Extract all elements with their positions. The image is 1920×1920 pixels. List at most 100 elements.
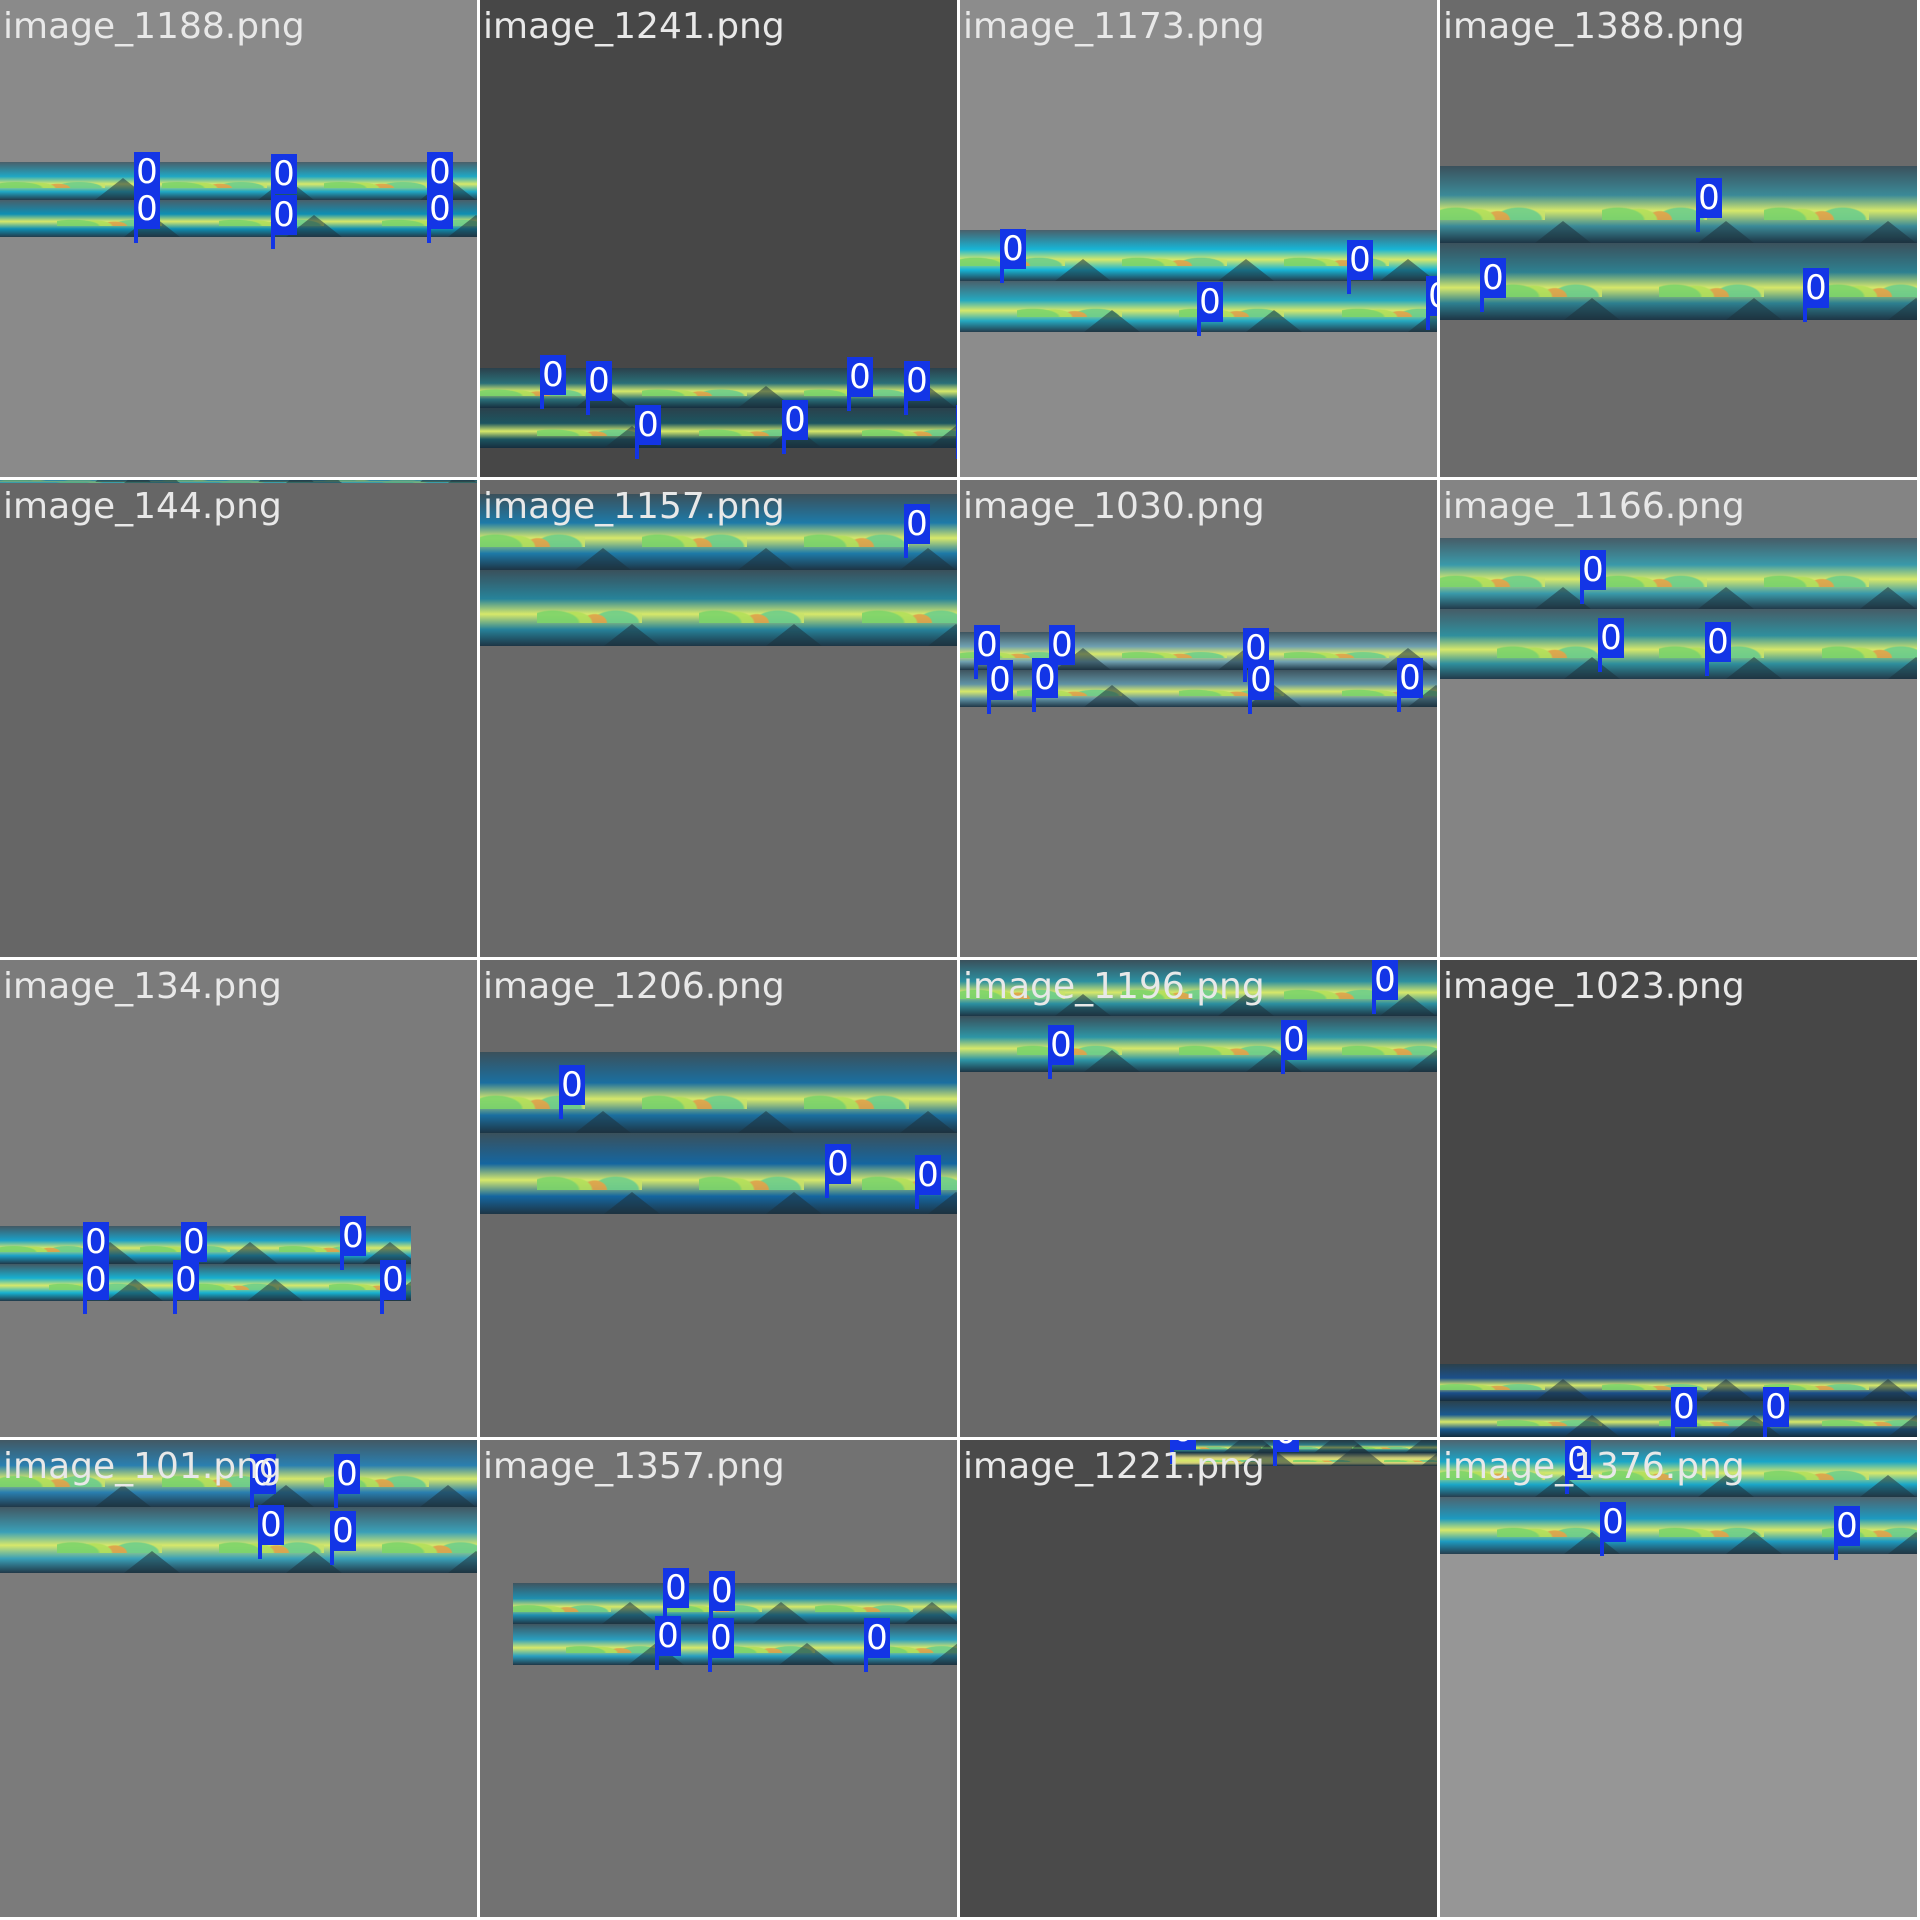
bounding-box-edge — [586, 401, 590, 415]
detection-class-label: 0 — [336, 1454, 358, 1494]
bounding-box-edge — [1705, 662, 1709, 676]
bounding-box-edge — [1580, 590, 1584, 604]
photo-band — [480, 408, 957, 448]
detection-label-box: 0 — [271, 154, 297, 208]
detection-class-label: 0 — [1283, 1020, 1305, 1060]
mosaic-tile: image_1023.png 0 0 — [1440, 960, 1917, 1437]
tree-cluster — [1440, 1369, 1545, 1390]
tree-cluster — [1202, 1454, 1261, 1463]
detection-label-box: 0 — [1565, 1440, 1591, 1494]
tree-cluster — [1284, 637, 1390, 659]
bounding-box-edge — [915, 1195, 919, 1209]
photo-band — [0, 162, 477, 200]
tree-cluster — [513, 1589, 611, 1612]
detection-label-box: 0 — [559, 1065, 585, 1119]
bounding-box-edge — [1397, 698, 1401, 712]
tile-filename: image_1388.png — [1443, 6, 1745, 47]
detection-label-box: 0 — [663, 1568, 689, 1622]
detection-class-label: 0 — [1245, 628, 1267, 668]
detection-label-box: 0 — [1000, 229, 1026, 283]
detection-label-box: 0 — [250, 1454, 276, 1508]
photo-band — [1440, 608, 1917, 679]
detection-label-box: 0 — [1273, 1440, 1299, 1466]
bounding-box-edge — [1170, 1450, 1174, 1464]
road-shape — [899, 1111, 956, 1133]
detection-class-label: 0 — [85, 1222, 107, 1262]
road-shape — [246, 1279, 303, 1301]
bounding-box-edge — [1565, 1480, 1569, 1494]
detection-class-label: 0 — [1836, 1506, 1858, 1546]
detection-class-label: 0 — [1428, 276, 1437, 316]
detection-label-box: 0 — [1834, 1506, 1860, 1560]
detection-class-label: 0 — [1567, 1440, 1589, 1480]
tree-cluster — [642, 374, 748, 396]
photo-band — [960, 960, 1437, 1016]
bounding-box-edge — [173, 1300, 177, 1314]
detection-label-box: 0 — [1397, 658, 1423, 712]
detection-class-label: 0 — [332, 1511, 354, 1551]
detection-label-box: 0 — [1763, 1387, 1789, 1437]
road-shape — [1055, 994, 1112, 1016]
detection-class-label: 0 — [588, 361, 610, 401]
road-shape — [1217, 259, 1274, 281]
bounding-box-edge — [956, 445, 957, 459]
detection-class-label: 0 — [1250, 660, 1272, 700]
detection-label-box: 0 — [134, 189, 160, 243]
road-shape — [1697, 1475, 1754, 1497]
bounding-box-edge — [825, 1184, 829, 1198]
mosaic-tile: image_1166.png 0 0 0 — [1440, 480, 1917, 957]
bounding-box-edge — [250, 1494, 254, 1508]
tree-cluster — [642, 1064, 748, 1109]
tree-cluster — [381, 1516, 477, 1554]
tree-cluster — [57, 481, 163, 483]
detection-label-box: 0 — [380, 1260, 406, 1314]
photo-strip — [513, 1583, 957, 1665]
detection-class-label: 0 — [1698, 178, 1720, 218]
tree-cluster — [1497, 254, 1603, 297]
detection-label-box: 0 — [709, 1571, 735, 1625]
detection-class-label: 0 — [989, 660, 1011, 700]
detection-class-label: 0 — [665, 1568, 687, 1608]
detection-class-label: 0 — [1707, 622, 1729, 662]
photo-band — [1440, 538, 1917, 609]
bounding-box-edge — [782, 440, 786, 454]
road-shape — [286, 480, 343, 483]
tree-cluster — [861, 1145, 957, 1190]
detection-class-label: 0 — [1482, 258, 1504, 298]
detection-class-label: 0 — [1002, 229, 1024, 269]
detection-label-box: 0 — [708, 1618, 734, 1672]
detection-class-label: 0 — [710, 1618, 732, 1658]
tree-cluster — [1440, 548, 1545, 588]
bounding-box-edge — [663, 1608, 667, 1622]
road-shape — [257, 480, 314, 482]
road-shape — [737, 548, 794, 570]
tree-cluster — [0, 480, 105, 482]
road-shape — [286, 215, 343, 237]
road-shape — [604, 1192, 661, 1214]
tree-cluster — [1440, 1448, 1545, 1480]
detection-label-box: 0 — [1671, 1387, 1697, 1437]
detection-class-label: 0 — [849, 357, 871, 397]
road-shape — [1535, 221, 1592, 243]
tree-cluster — [804, 505, 910, 548]
bounding-box-edge — [1480, 298, 1484, 312]
tree-cluster — [804, 1064, 910, 1109]
detection-class-label: 0 — [1399, 658, 1421, 698]
detection-label-box: 0 — [1803, 268, 1829, 322]
detection-label-box: 0 — [655, 1616, 681, 1670]
road-shape — [575, 548, 632, 570]
tree-cluster — [324, 167, 430, 189]
bounding-box-edge — [1426, 316, 1430, 330]
road-shape — [928, 426, 957, 448]
mosaic-tile: image_1030.png 0 0 0 0 0 0 0 — [960, 480, 1437, 957]
detection-label-box: 0 — [974, 625, 1000, 679]
photo-strip — [480, 1052, 957, 1214]
photo-band — [0, 1506, 477, 1573]
detection-label-box: 0 — [1197, 282, 1223, 336]
tree-cluster — [1764, 1448, 1870, 1480]
detection-label-box: 0 — [904, 504, 930, 558]
detection-label-box: 0 — [1480, 258, 1506, 312]
detection-class-label: 0 — [637, 405, 659, 445]
tree-cluster — [1122, 637, 1228, 659]
